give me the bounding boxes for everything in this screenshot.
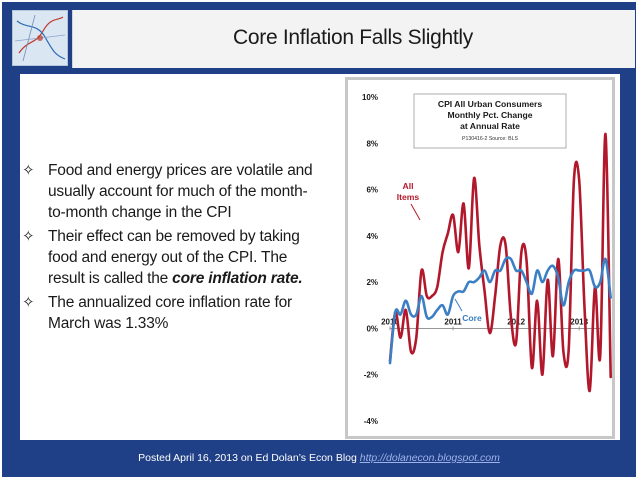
right-border bbox=[620, 74, 636, 459]
bullet-list: ✧ Food and energy prices are volatile an… bbox=[22, 160, 322, 337]
series-label-all: All bbox=[403, 181, 414, 191]
chart-panel: 10% 8% 6% 4% 2% 0% -2% -4% 2010 2011 2012 2013 CPI… bbox=[348, 80, 612, 436]
core-inflation-emphasis: core inflation rate. bbox=[172, 270, 303, 287]
x-tick-label: 2011 bbox=[444, 317, 462, 326]
y-tick-label: -4% bbox=[364, 417, 378, 426]
blog-logo bbox=[12, 10, 68, 66]
x-tick-label: 2010 bbox=[381, 317, 399, 326]
bullet-text: Food and energy prices are volatile and … bbox=[48, 162, 313, 221]
chart-frame: 10% 8% 6% 4% 2% 0% -2% -4% 2010 2011 2012 2013 CPI… bbox=[345, 77, 615, 439]
core-pointer-line bbox=[454, 298, 463, 312]
y-tick-label: 0% bbox=[366, 324, 378, 333]
slide-title: Core Inflation Falls Slightly bbox=[233, 26, 473, 49]
y-tick-label: 8% bbox=[366, 139, 378, 148]
series-label-core: Core bbox=[462, 313, 482, 323]
blog-link[interactable]: http://dolanecon.blogspot.com bbox=[359, 452, 500, 464]
bullet-item: ✧ Their effect can be removed by taking … bbox=[22, 226, 322, 289]
four-pointed-star-icon: ✧ bbox=[22, 161, 35, 179]
four-pointed-star-icon: ✧ bbox=[22, 227, 35, 245]
bullet-text: Their effect can be removed by taking fo… bbox=[48, 228, 300, 287]
title-band bbox=[72, 10, 635, 68]
bullet-item: ✧ The annualized core inflation rate for… bbox=[22, 292, 322, 334]
bullet-item: ✧ Food and energy prices are volatile an… bbox=[22, 160, 322, 223]
y-tick-label: 6% bbox=[366, 186, 378, 195]
all-items-pointer-line bbox=[410, 203, 421, 221]
series-line-core bbox=[388, 256, 612, 365]
series-line-all-items bbox=[388, 132, 612, 393]
chart-title-box bbox=[413, 93, 567, 149]
x-tick-label: 2013 bbox=[570, 317, 588, 326]
logo-graphic bbox=[13, 11, 67, 65]
chart-title-line-1: CPI All Urban Consumers bbox=[438, 99, 542, 109]
footer-text: Posted April 16, 2013 on Ed Dolan’s Econ… bbox=[138, 452, 360, 464]
four-pointed-star-icon: ✧ bbox=[22, 293, 35, 311]
chart-source: P130416-2 Source: BLS bbox=[462, 136, 518, 142]
left-border bbox=[2, 74, 20, 459]
y-tick-label: -2% bbox=[364, 371, 378, 380]
chart-title-line-2: Monthly Pct. Change bbox=[448, 110, 533, 120]
y-tick-label: 4% bbox=[366, 232, 378, 241]
series-label-items: Items bbox=[397, 192, 420, 202]
y-tick-label: 10% bbox=[362, 93, 378, 102]
cpi-line-chart: 10%8%6%4%2%0%-2%-4% 2010 2011 2012 2013 CPI… bbox=[362, 93, 612, 426]
footer-band bbox=[2, 440, 636, 477]
bullet-text: The annualized core inflation rate for M… bbox=[48, 294, 292, 332]
y-tick-label: 2% bbox=[366, 278, 378, 287]
footer-credit: Posted April 16, 2013 on Ed Dolan’s Econ… bbox=[0, 452, 638, 464]
chart-title-line-3: at Annual Rate bbox=[460, 121, 520, 131]
